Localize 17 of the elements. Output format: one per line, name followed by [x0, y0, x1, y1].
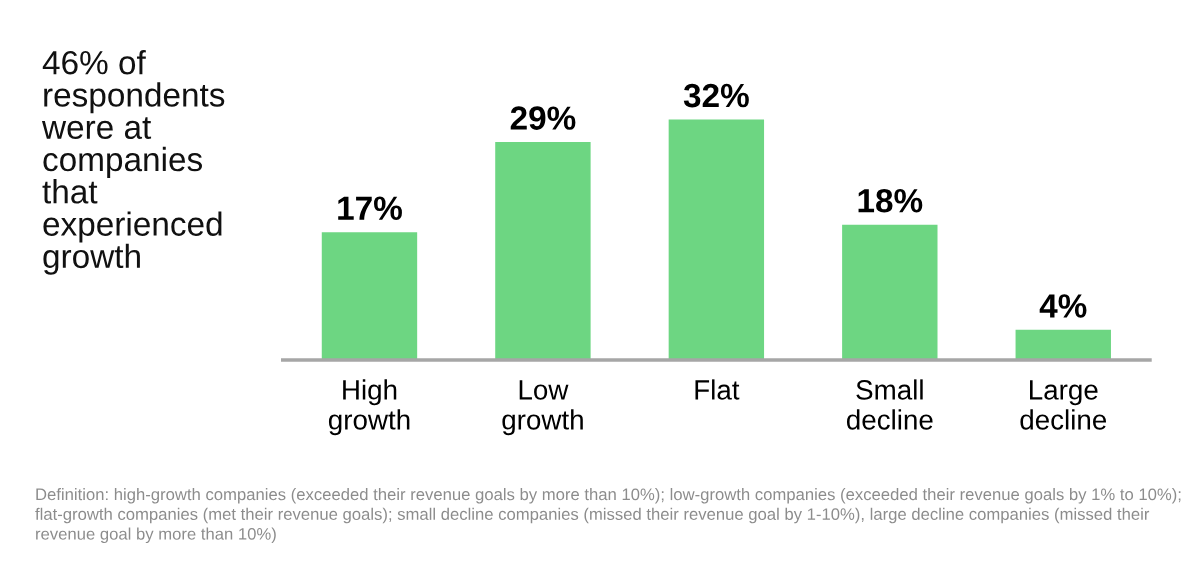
bar: [668, 119, 765, 360]
x-tick-label: High growth: [328, 379, 410, 436]
bar: [495, 142, 591, 360]
bar: [321, 232, 418, 360]
data-label: 18%: [858, 188, 923, 213]
x-tick-label: Low growth: [502, 380, 583, 436]
text: Definition: high-growth companies (exceeded their revenue goals by more than 10%); low-growth companies (exceeded their revenue goals by 1% to 10%); flat-growth companies (met their revenue goals); small decline companies (missed their revenue goal by 1-10%), large decline companies (missed their revenue goal by more than 10%): [35, 488, 1181, 544]
bar: [842, 224, 938, 360]
x-tick-label: Flat: [695, 379, 740, 400]
data-label: 29%: [510, 106, 576, 130]
data-label: 32%: [683, 83, 749, 108]
data-label: 4%: [1039, 294, 1087, 318]
x-tick-label: Small decline: [846, 379, 933, 430]
bar: [1015, 329, 1111, 360]
data-label: 17%: [338, 196, 402, 220]
x-tick-label: Large decline: [1020, 380, 1107, 430]
text: 46% of respondents were at companies that experienced growth: [41, 50, 225, 275]
